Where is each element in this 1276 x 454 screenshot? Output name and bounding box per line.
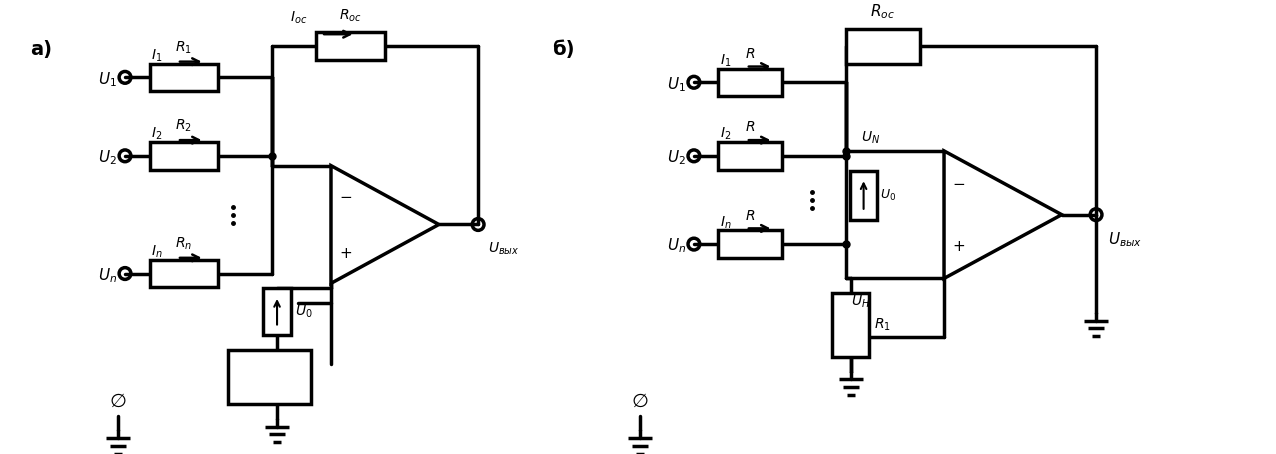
Text: $R$: $R$ (745, 47, 755, 61)
Text: $R$: $R$ (745, 208, 755, 222)
Bar (149, 64, 218, 91)
Text: $R$: $R$ (745, 120, 755, 134)
Text: б): б) (551, 40, 574, 59)
Text: $-$: $-$ (339, 188, 352, 202)
Text: $I_2$: $I_2$ (152, 126, 163, 143)
Text: $R_n$: $R_n$ (175, 236, 193, 252)
Text: $I_1$: $I_1$ (721, 53, 731, 69)
Text: $U_1$: $U_1$ (667, 75, 686, 94)
Bar (718, 230, 782, 258)
Text: $\varnothing$: $\varnothing$ (632, 391, 648, 410)
Bar (228, 350, 311, 404)
Bar (718, 69, 782, 96)
Text: $I_n$: $I_n$ (152, 244, 163, 260)
Text: $U_1$: $U_1$ (98, 70, 117, 89)
Bar (316, 32, 385, 59)
Text: $-$: $-$ (952, 175, 965, 190)
Text: $U_n$: $U_n$ (98, 266, 117, 285)
Bar (832, 293, 869, 357)
Text: $R_2$: $R_2$ (175, 118, 193, 134)
Text: $U_N$: $U_N$ (860, 129, 880, 146)
Text: $I_1$: $I_1$ (152, 48, 163, 64)
Bar (149, 142, 218, 169)
Text: $U_0$: $U_0$ (295, 304, 313, 320)
Bar (850, 171, 878, 220)
Text: $U_0$: $U_0$ (880, 188, 897, 202)
Text: a): a) (29, 40, 52, 59)
Text: $U_2$: $U_2$ (667, 148, 686, 167)
Text: $+$: $+$ (339, 247, 352, 262)
Text: $R_1$: $R_1$ (874, 316, 891, 333)
Text: $I_2$: $I_2$ (721, 126, 731, 143)
Text: $+$: $+$ (952, 239, 965, 254)
Text: $U_2$: $U_2$ (98, 148, 117, 167)
Bar (718, 142, 782, 169)
Bar (263, 288, 291, 336)
Text: $I_{oc}$: $I_{oc}$ (290, 10, 308, 26)
Text: $U_{вых}$: $U_{вых}$ (487, 241, 519, 257)
Text: $\varnothing$: $\varnothing$ (110, 391, 126, 410)
Bar (149, 260, 218, 287)
Bar (846, 30, 920, 64)
Text: $R_1$: $R_1$ (175, 39, 193, 56)
Text: $R_{oc}$: $R_{oc}$ (870, 3, 894, 21)
Text: $U_n$: $U_n$ (667, 237, 686, 256)
Text: $U_H$: $U_H$ (851, 293, 870, 310)
Text: $R_{oc}$: $R_{oc}$ (339, 8, 362, 25)
Text: $U_{вых}$: $U_{вых}$ (1108, 230, 1142, 248)
Text: $I_n$: $I_n$ (721, 214, 732, 231)
